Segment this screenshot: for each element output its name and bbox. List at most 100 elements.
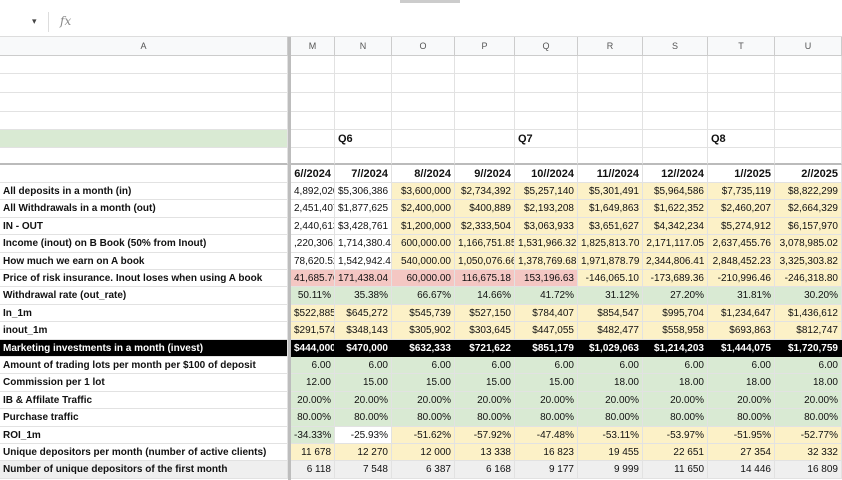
value-cell: 80.00% (455, 409, 515, 427)
fx-icon[interactable]: fx (60, 14, 72, 28)
label-cell (0, 130, 288, 148)
date-header: 12//2024 (643, 165, 708, 183)
value-cell: 80.00% (775, 409, 842, 427)
toolbar-edge (400, 0, 460, 3)
row-label: Marketing investments in a month (invest… (0, 340, 288, 357)
value-cell: $8,822,299 (775, 183, 842, 200)
value-cell: 16 823 (515, 444, 578, 461)
value-cell: 20.00% (708, 392, 775, 409)
value-cell: 20.00% (335, 392, 392, 409)
value-cell: $303,645 (455, 322, 515, 340)
empty-cell (392, 130, 455, 148)
row-label: Withdrawal rate (out_rate) (0, 287, 288, 305)
value-cell: $527,150 (455, 305, 515, 322)
empty-cell (291, 93, 335, 112)
row-label: IN - OUT (0, 218, 288, 235)
column-header: O (392, 37, 455, 56)
empty-cell (515, 148, 578, 165)
value-cell: 6.00 (291, 357, 335, 374)
empty-cell (0, 56, 288, 74)
empty-cell (578, 130, 643, 148)
empty-cell (515, 74, 578, 93)
empty-cell (392, 93, 455, 112)
value-cell: $2,333,504 (455, 218, 515, 235)
value-cell: $5,964,586 (643, 183, 708, 200)
value-cell: $400,889 (455, 200, 515, 218)
row-label: inout_1m (0, 322, 288, 340)
value-cell: 4,892,020 (291, 183, 335, 200)
value-cell: 12 270 (335, 444, 392, 461)
value-cell: $482,477 (578, 322, 643, 340)
row-label: Price of risk insurance. Inout loses whe… (0, 270, 288, 287)
formula-bar: ▾ fx (0, 0, 842, 37)
value-cell: 66.67% (392, 287, 455, 305)
value-cell: 20.00% (775, 392, 842, 409)
row-label: Income (inout) on B Book (50% from Inout… (0, 235, 288, 253)
value-cell: 3,078,985.02 (775, 235, 842, 253)
empty-cell (643, 130, 708, 148)
value-cell: 20.00% (392, 392, 455, 409)
column-header: R (578, 37, 643, 56)
value-cell: 1,825,813.70 (578, 235, 643, 253)
value-cell: 19 455 (578, 444, 643, 461)
row-label: Purchase traffic (0, 409, 288, 427)
value-cell: -53.97% (643, 427, 708, 444)
row-label: Amount of trading lots per month per $10… (0, 357, 288, 374)
value-cell: 20.00% (455, 392, 515, 409)
value-cell: 12 000 (392, 444, 455, 461)
empty-cell (578, 112, 643, 130)
value-cell: 6 118 (291, 461, 335, 479)
row-label: Commission per 1 lot (0, 374, 288, 392)
value-cell: -53.11% (578, 427, 643, 444)
value-cell: $470,000 (335, 340, 392, 357)
value-cell: 2,440,613 (291, 218, 335, 235)
value-cell: 18.00 (643, 374, 708, 392)
empty-cell (578, 74, 643, 93)
value-cell: $1,649,863 (578, 200, 643, 218)
value-cell: $305,902 (392, 322, 455, 340)
value-cell: 50.11% (291, 287, 335, 305)
value-cell: 2,451,407 (291, 200, 335, 218)
value-cell: 13 338 (455, 444, 515, 461)
value-cell: -246,318.80 (775, 270, 842, 287)
value-cell: 31.12% (578, 287, 643, 305)
value-cell: $632,333 (392, 340, 455, 357)
empty-cell (775, 56, 842, 74)
value-cell: $447,055 (515, 322, 578, 340)
value-cell: 80.00% (515, 409, 578, 427)
value-cell: 14.66% (455, 287, 515, 305)
column-header: P (455, 37, 515, 56)
value-cell: $522,885 (291, 305, 335, 322)
value-cell: $1,622,352 (643, 200, 708, 218)
name-box-dropdown[interactable]: ▾ (32, 16, 37, 26)
date-header: 1//2025 (708, 165, 775, 183)
value-cell: $6,157,970 (775, 218, 842, 235)
date-header: 2//2025 (775, 165, 842, 183)
row-label: How much we earn on A book (0, 253, 288, 270)
value-cell: $348,143 (335, 322, 392, 340)
value-cell: 153,196.63 (515, 270, 578, 287)
value-cell: $2,734,392 (455, 183, 515, 200)
value-cell: 41.72% (515, 287, 578, 305)
value-cell: 11 650 (643, 461, 708, 479)
value-cell: -51.62% (392, 427, 455, 444)
value-cell: $291,574 (291, 322, 335, 340)
value-cell: -57.92% (455, 427, 515, 444)
value-cell: 80.00% (392, 409, 455, 427)
empty-cell (643, 93, 708, 112)
empty-cell (0, 148, 288, 165)
empty-cell (291, 148, 335, 165)
value-cell: 6 387 (392, 461, 455, 479)
empty-cell (392, 112, 455, 130)
date-header: 6//2024 (291, 165, 335, 183)
value-cell: 41,685.76 (291, 270, 335, 287)
empty-cell (0, 93, 288, 112)
empty-cell (643, 112, 708, 130)
value-cell: 30.20% (775, 287, 842, 305)
value-cell: 1,050,076.66 (455, 253, 515, 270)
value-cell: 80.00% (335, 409, 392, 427)
empty-cell (643, 74, 708, 93)
empty-cell (775, 112, 842, 130)
value-cell: -210,996.46 (708, 270, 775, 287)
